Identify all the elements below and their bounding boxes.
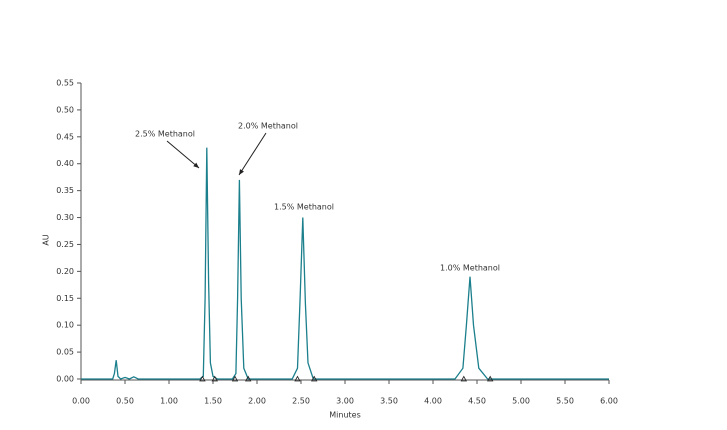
x-tick-label: 4.50	[468, 397, 486, 406]
arrow-head	[239, 169, 244, 175]
y-tick-label: 0.05	[56, 348, 74, 357]
y-tick-label: 0.35	[56, 186, 74, 195]
x-tick-label: 1.00	[160, 397, 178, 406]
arrow-head	[193, 162, 199, 168]
integration-mark	[460, 375, 467, 382]
x-tick-label: 5.50	[556, 397, 574, 406]
peak-annotation: 2.0% Methanol	[238, 122, 298, 131]
x-tick-label: 0.00	[72, 397, 90, 406]
integration-mark	[211, 375, 218, 382]
integration-mark	[245, 375, 252, 382]
y-tick-label: 0.25	[56, 240, 74, 249]
x-tick-label: 2.00	[248, 397, 266, 406]
y-tick-label: 0.20	[56, 267, 74, 276]
annotation-arrow	[238, 132, 267, 176]
x-tick-label: 5.00	[512, 397, 530, 406]
y-tick-label: 0.30	[56, 213, 74, 222]
y-tick-label: 0.55	[56, 79, 74, 88]
integration-mark	[199, 375, 206, 382]
x-tick-label: 1.50	[204, 397, 222, 406]
peak-annotation: 1.5% Methanol	[274, 203, 334, 212]
y-axis-label: AU	[42, 234, 51, 245]
y-tick-label: 0.00	[56, 375, 74, 384]
x-tick-label: 3.50	[380, 397, 398, 406]
integration-mark	[231, 375, 239, 382]
x-tick-label: 0.50	[116, 397, 134, 406]
integration-mark	[294, 375, 301, 382]
x-tick-label: 6.00	[600, 397, 618, 406]
annotation-arrow	[166, 140, 200, 169]
peak-annotation: 1.0% Methanol	[440, 264, 500, 273]
y-tick-label: 0.15	[56, 294, 74, 303]
x-tick-label: 3.00	[336, 397, 354, 406]
integration-mark	[311, 375, 318, 382]
y-tick-label: 0.45	[56, 132, 74, 141]
chromatogram-line	[81, 147, 609, 380]
x-axis-label: Minutes	[329, 411, 361, 420]
y-tick-label: 0.40	[56, 159, 74, 168]
x-tick-label: 2.50	[292, 397, 310, 406]
integration-mark	[487, 375, 494, 382]
peak-annotation: 2.5% Methanol	[135, 130, 195, 139]
y-tick-label: 0.10	[56, 321, 74, 330]
x-tick-label: 4.00	[424, 397, 442, 406]
y-tick-label: 0.50	[56, 105, 74, 114]
